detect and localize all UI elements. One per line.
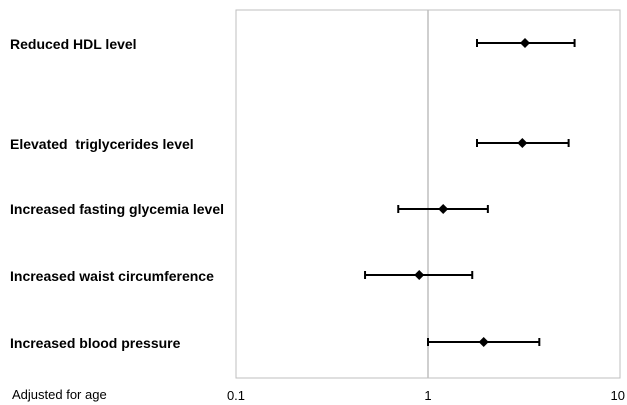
x-tick-label: 1 (424, 388, 431, 403)
point-estimate (414, 270, 425, 280)
adjustment-note: Adjusted for age (12, 387, 107, 402)
category-label: Increased blood pressure (10, 335, 181, 351)
category-label: Increased fasting glycemia level (10, 201, 224, 217)
point-estimate (438, 204, 449, 214)
category-label: Elevated triglycerides level (10, 136, 194, 152)
x-axis-ticks: 0.1 1 10 (227, 388, 625, 403)
point-estimate (517, 138, 528, 148)
x-tick-label: 10 (611, 388, 625, 403)
category-label: Increased waist circumference (10, 268, 214, 284)
category-label: Reduced HDL level (10, 36, 137, 52)
x-tick-label: 0.1 (227, 388, 245, 403)
point-estimate (478, 337, 489, 347)
point-estimate (519, 38, 530, 48)
forest-rows: Reduced HDL level Elevated triglycerides … (10, 36, 576, 351)
